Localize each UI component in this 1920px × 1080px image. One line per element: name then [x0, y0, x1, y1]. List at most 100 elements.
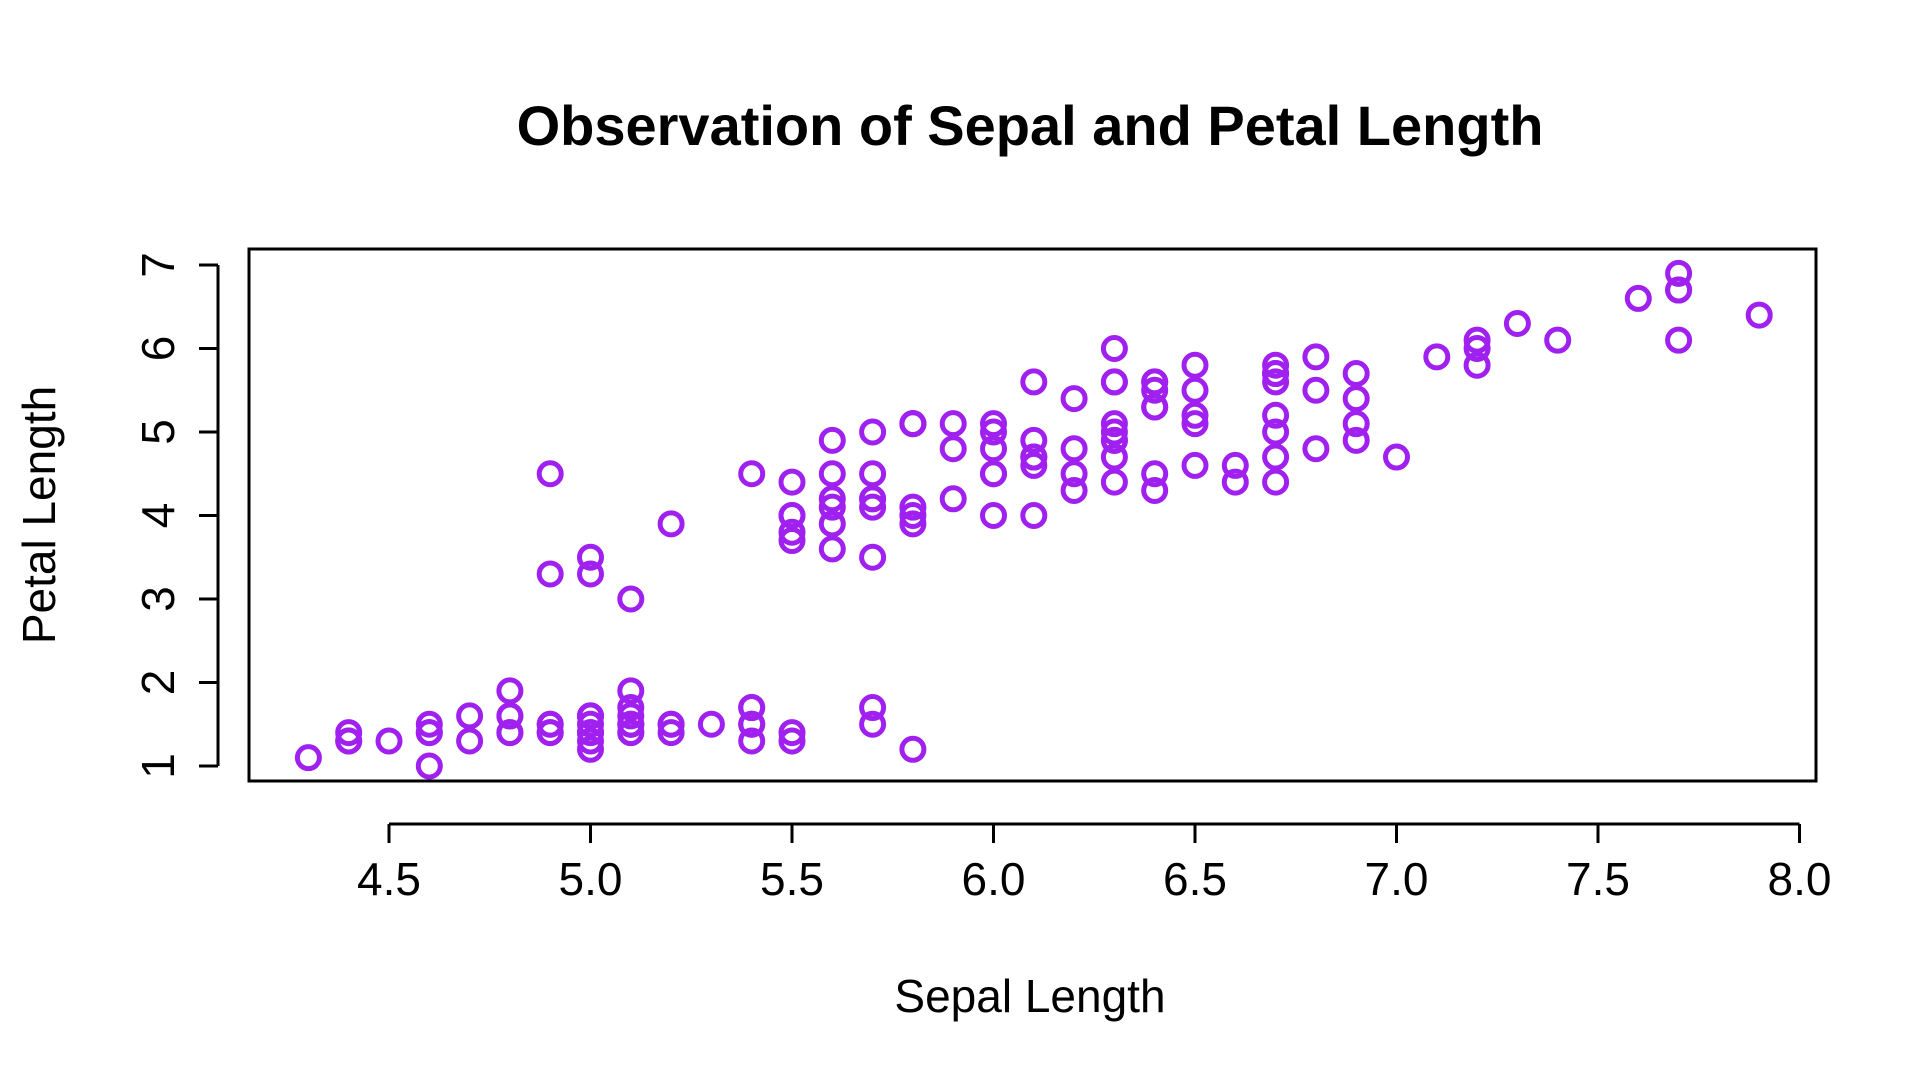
data-point	[1100, 410, 1128, 438]
data-point	[1544, 326, 1572, 354]
data-point	[1383, 443, 1410, 471]
data-point	[1141, 393, 1169, 421]
data-point	[1020, 451, 1048, 479]
data-point	[1262, 368, 1290, 396]
x-axis: 4.5 5.0 5.5 6.0 6.5 7.0 7.5 8.0	[357, 822, 1832, 905]
data-point	[1020, 368, 1048, 396]
data-point	[536, 460, 564, 488]
data-point	[617, 694, 645, 722]
x-tick-label: 5.0	[559, 853, 623, 905]
y-tick-label: 2	[132, 670, 184, 696]
data-point	[1342, 410, 1370, 438]
data-point	[577, 702, 604, 730]
y-axis: 1 2 3 4 5 6 7	[132, 252, 220, 779]
data-point	[1020, 443, 1048, 471]
data-point	[1060, 385, 1088, 413]
data-point	[939, 410, 967, 438]
y-axis-label: Petal Length	[13, 386, 65, 644]
data-point	[980, 502, 1007, 529]
data-point	[778, 518, 806, 546]
data-point	[1302, 376, 1330, 404]
data-point	[536, 560, 564, 588]
data-point	[617, 677, 645, 705]
data-point	[859, 460, 887, 488]
data-point	[980, 418, 1007, 446]
data-point	[1262, 401, 1290, 429]
data-point	[818, 485, 846, 513]
data-point	[335, 727, 363, 755]
x-tick-label: 5.5	[760, 853, 824, 905]
x-tick-label: 8.0	[1768, 853, 1832, 905]
data-point	[577, 710, 604, 738]
data-point	[1181, 351, 1209, 379]
data-point	[617, 710, 645, 738]
data-point	[456, 702, 484, 730]
data-point	[617, 585, 645, 613]
data-point	[899, 410, 927, 438]
data-point	[939, 435, 967, 463]
data-point	[1665, 276, 1693, 304]
data-point	[859, 694, 887, 722]
data-point	[657, 510, 685, 538]
data-point	[1221, 468, 1249, 496]
data-point	[1020, 426, 1048, 454]
data-point	[1100, 418, 1128, 446]
data-point	[657, 710, 685, 738]
data-point	[1302, 435, 1330, 463]
data-point	[1100, 426, 1128, 454]
data-point	[859, 485, 887, 513]
data-point	[778, 468, 806, 496]
data-point	[818, 493, 846, 521]
data-point	[1262, 468, 1290, 496]
data-point	[899, 502, 927, 529]
data-point	[1100, 335, 1128, 362]
x-tick-label: 7.0	[1365, 853, 1429, 905]
data-point	[1463, 335, 1491, 362]
data-point	[415, 719, 443, 747]
data-point	[818, 426, 846, 454]
data-point	[697, 710, 725, 738]
data-point	[1181, 401, 1209, 429]
data-point	[1020, 502, 1048, 529]
data-point	[1141, 476, 1169, 504]
data-point	[496, 677, 524, 705]
x-tick-label: 6.0	[962, 853, 1026, 905]
x-tick-label: 7.5	[1566, 853, 1630, 905]
data-point	[859, 418, 887, 446]
data-point	[818, 535, 846, 563]
data-point	[1100, 368, 1128, 396]
data-point	[415, 752, 443, 780]
data-point	[778, 719, 806, 747]
data-point	[1745, 301, 1773, 329]
data-point	[335, 719, 363, 747]
data-point	[778, 502, 806, 529]
data-point	[1665, 326, 1693, 354]
data-point	[1463, 326, 1491, 354]
data-point	[1060, 460, 1088, 488]
y-tick-label: 4	[132, 503, 184, 529]
chart-title: Observation of Sepal and Petal Length	[517, 94, 1544, 157]
plot-area-frame	[247, 247, 1818, 783]
x-tick-label: 6.5	[1163, 853, 1227, 905]
data-point	[1262, 351, 1290, 379]
data-point	[1181, 376, 1209, 404]
data-point	[1262, 418, 1290, 446]
data-point	[980, 435, 1007, 463]
data-points	[294, 259, 1773, 780]
data-point	[1141, 460, 1169, 488]
data-point	[1141, 368, 1169, 396]
data-point	[294, 744, 322, 772]
data-point	[859, 543, 887, 571]
data-point	[738, 460, 766, 488]
y-tick-label: 3	[132, 586, 184, 612]
data-point	[899, 510, 927, 538]
y-tick-label: 5	[132, 419, 184, 445]
data-point	[1503, 309, 1531, 337]
data-point	[899, 735, 927, 763]
data-point	[577, 735, 604, 763]
x-tick-label: 4.5	[357, 853, 421, 905]
data-point	[1302, 343, 1330, 371]
data-point	[1181, 410, 1209, 438]
y-tick-label: 1	[132, 753, 184, 779]
